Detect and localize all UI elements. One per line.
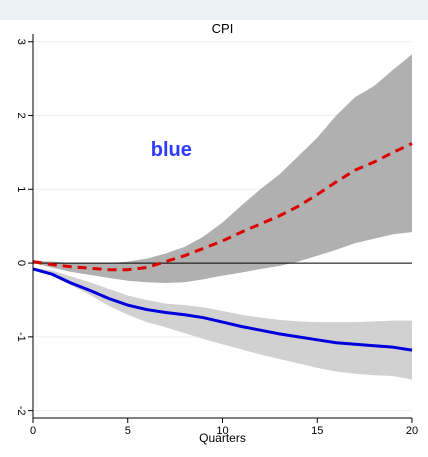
axis-layer: -2 -1 0 1 2 3 0 5 10 15 20 [15, 34, 418, 437]
y-tick-label-3: 1 [15, 186, 27, 192]
y-tick-label-2: 0 [15, 260, 27, 266]
x-tick-label-3: 15 [311, 425, 323, 437]
y-tick-label-0: -2 [15, 406, 27, 416]
x-tick-label-4: 20 [406, 425, 418, 437]
y-tick-label-4: 2 [15, 112, 27, 118]
annotation-blue: blue [151, 139, 192, 161]
series-layer [32, 142, 413, 352]
confidence-band-0 [33, 54, 412, 283]
series-line-1 [32, 267, 413, 352]
chart-title: CPI [212, 21, 234, 36]
x-tick-label-0: 0 [30, 425, 36, 437]
series-line-0 [32, 142, 413, 272]
text-layer: CPI Quarters blue [151, 21, 246, 445]
x-tick-label-1: 5 [125, 425, 131, 437]
x-tick-label-2: 10 [216, 425, 228, 437]
y-tick-label-1: -1 [15, 332, 27, 342]
x-axis-label: Quarters [199, 431, 246, 445]
header-band [0, 0, 428, 20]
y-tick-label-5: 3 [15, 39, 27, 45]
